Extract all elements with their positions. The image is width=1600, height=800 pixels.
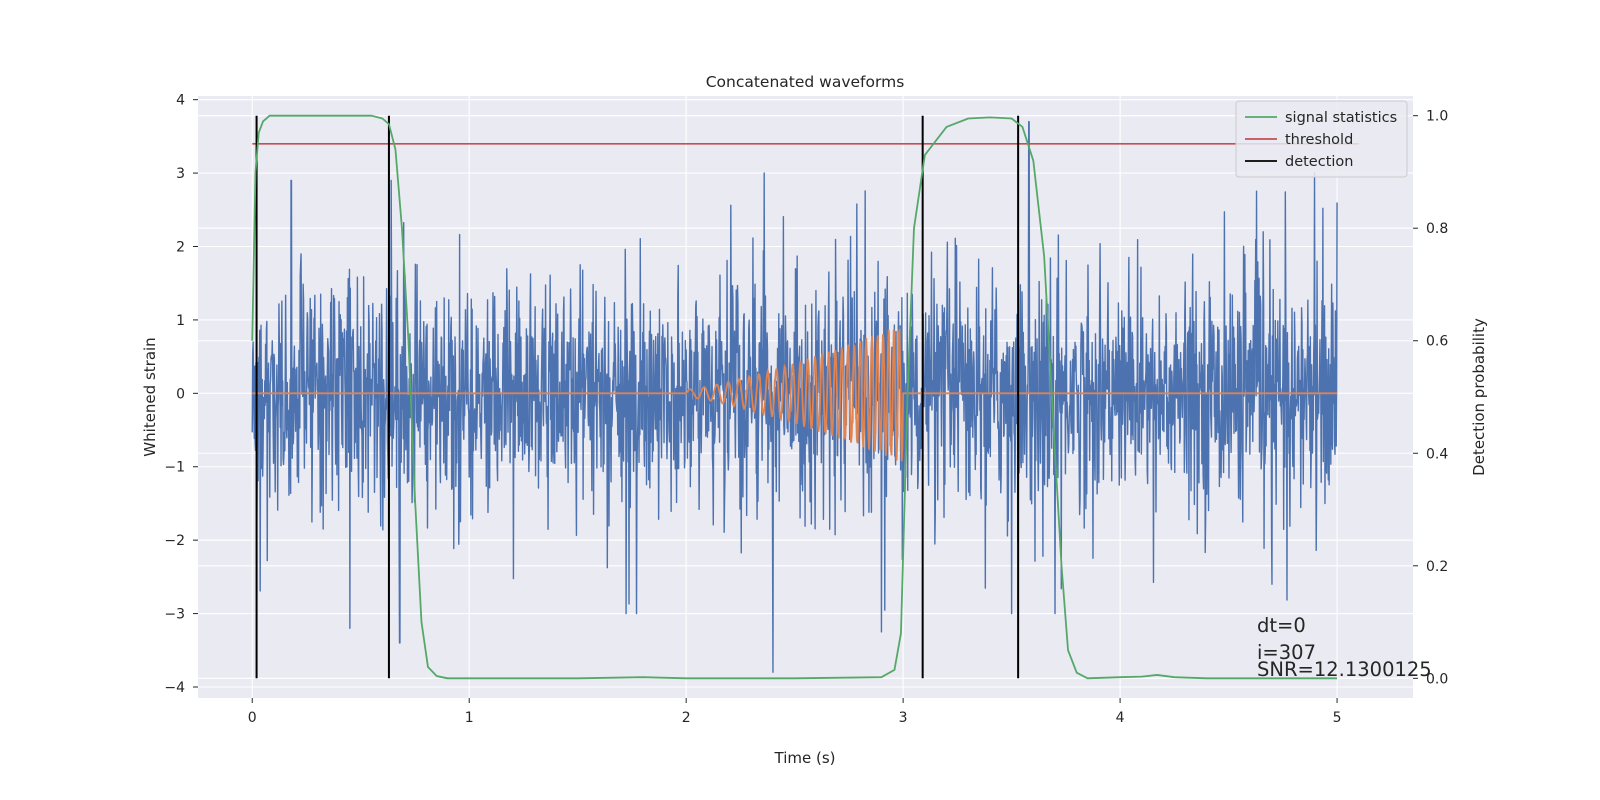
x-tick-label: 1: [465, 710, 474, 726]
detection-series: [255, 115, 1020, 679]
legend-label-signal-statistics: signal statistics: [1285, 110, 1397, 126]
annotation-snr: SNR=12.1300125: [1257, 658, 1432, 681]
y-axis-label: Whitened strain: [141, 337, 159, 456]
signal-statistics-line: [251, 114, 1338, 680]
y2-tick-label: 0.8: [1426, 221, 1448, 237]
legend: signal statistics threshold detection: [1235, 100, 1408, 178]
y2-tick-label: 1.0: [1426, 109, 1448, 125]
y-tick-label: −1: [164, 460, 185, 476]
x-tick-label: 2: [682, 710, 691, 726]
legend-label-threshold: threshold: [1285, 132, 1353, 148]
y-tick-label: 0: [176, 386, 185, 402]
chart-title: Concatenated waveforms: [706, 73, 905, 91]
y-tick-label: 4: [176, 93, 185, 109]
y-tick-label: −4: [164, 680, 185, 696]
annotation-index: i=307: [1257, 641, 1316, 664]
y2-axis-label: Detection probability: [1470, 318, 1488, 476]
y2-tick-label: 0.6: [1426, 334, 1448, 350]
legend-box: [1235, 100, 1408, 178]
x-tick-label: 5: [1333, 710, 1342, 726]
x-tick-label: 4: [1116, 710, 1125, 726]
signal-statistics-series: [251, 114, 1338, 680]
y-tick-label: −3: [164, 607, 185, 623]
y2-tick-label: 0.0: [1426, 671, 1448, 687]
x-tick-label: 3: [899, 710, 908, 726]
x-tick-label: 0: [248, 710, 257, 726]
annotation-dt: dt=0: [1257, 614, 1306, 637]
y-tick-label: 1: [176, 313, 185, 329]
legend-label-detection: detection: [1285, 154, 1353, 170]
template-line: [252, 328, 1338, 462]
y-tick-label: −2: [164, 533, 185, 549]
y-tick-label: 2: [176, 240, 185, 256]
y-tick-label: 3: [176, 166, 185, 182]
y2-tick-label: 0.4: [1426, 446, 1448, 462]
x-axis-label: Time (s): [774, 749, 836, 767]
y2-tick-label: 0.2: [1426, 559, 1448, 575]
axis-ticks: 0 1 2 3 4 5 −4 −3 −2 −1 0 1 2 3 4 0.0 0.2 0.4 0.6 0.8 1.0: [164, 93, 1448, 726]
template-series: [252, 328, 1338, 462]
